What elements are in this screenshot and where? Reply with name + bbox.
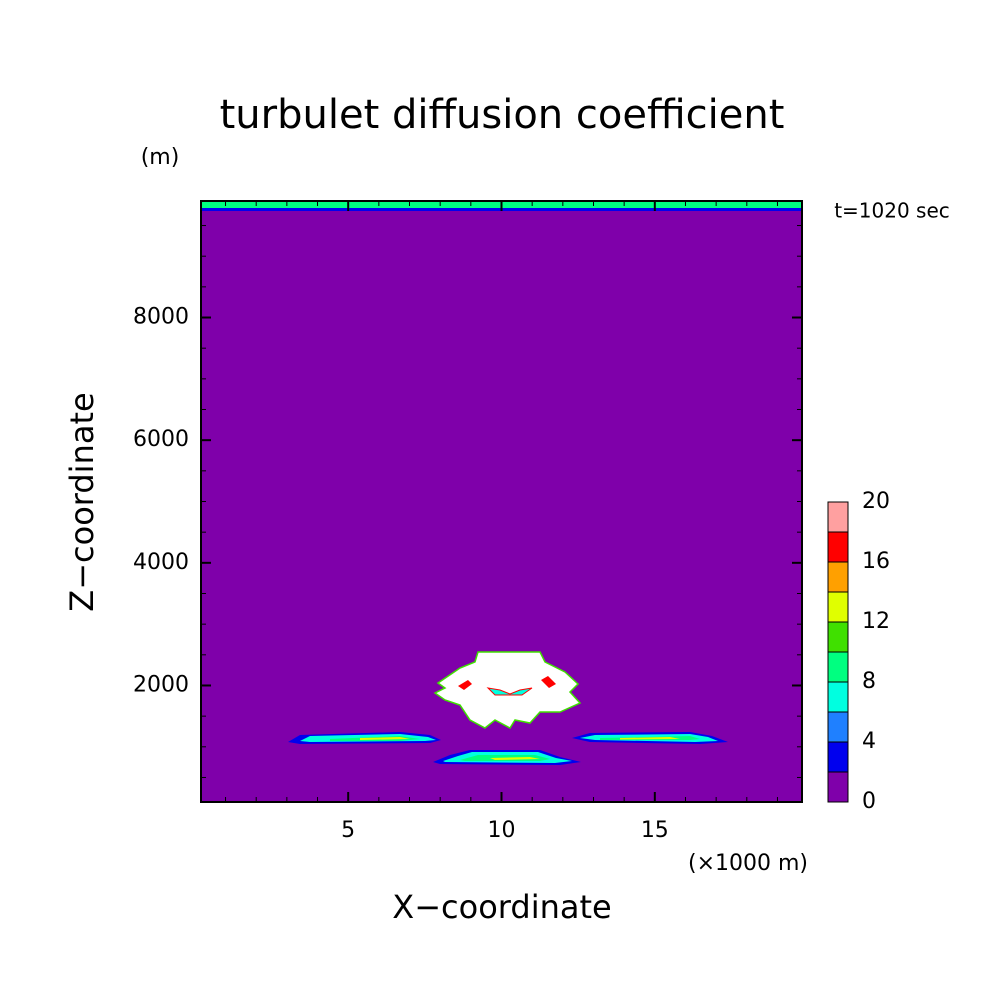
colorbar-segment	[827, 591, 849, 623]
x-axis-label: X−coordinate	[392, 888, 611, 926]
colorbar-segment	[827, 681, 849, 713]
colorbar-segment	[827, 621, 849, 653]
y-unit: (m)	[141, 145, 180, 170]
colorbar-segment	[827, 501, 849, 533]
x-tick-label: 15	[641, 818, 669, 843]
chart-title: turbulet diffusion coefficient	[220, 92, 785, 138]
time-label: t=1020 sec	[834, 199, 950, 223]
colorbar-segment	[827, 651, 849, 683]
colorbar-segment	[827, 741, 849, 773]
y-axis-label: Z−coordinate	[63, 392, 101, 611]
colorbar-tick-label: 0	[862, 789, 876, 814]
colorbar-segment	[827, 531, 849, 563]
y-tick-label: 6000	[133, 427, 189, 452]
colorbar-segment	[827, 561, 849, 593]
contour-cloud	[433, 651, 582, 729]
colorbar-tick-label: 16	[862, 549, 890, 574]
contour-left	[360, 737, 410, 740]
contour-cloud-core	[541, 676, 556, 688]
colorbar-tick-label: 20	[862, 489, 890, 514]
colorbar-tick-label: 4	[862, 729, 876, 754]
contour-right	[620, 737, 680, 740]
y-tick-label: 8000	[133, 305, 189, 330]
colorbar-segment	[827, 711, 849, 743]
contour-cloud-core	[486, 687, 533, 696]
contour-bottom	[490, 757, 540, 760]
contour-cloud-core	[458, 680, 472, 690]
y-tick-label: 4000	[133, 550, 189, 575]
x-tick-label: 10	[488, 818, 516, 843]
x-unit: (×1000 m)	[688, 851, 808, 876]
colorbar-tick-label: 12	[862, 609, 890, 634]
y-tick-label: 2000	[133, 672, 189, 697]
colorbar-segment	[827, 771, 849, 803]
x-tick-label: 5	[341, 818, 355, 843]
colorbar-tick-label: 8	[862, 669, 876, 694]
